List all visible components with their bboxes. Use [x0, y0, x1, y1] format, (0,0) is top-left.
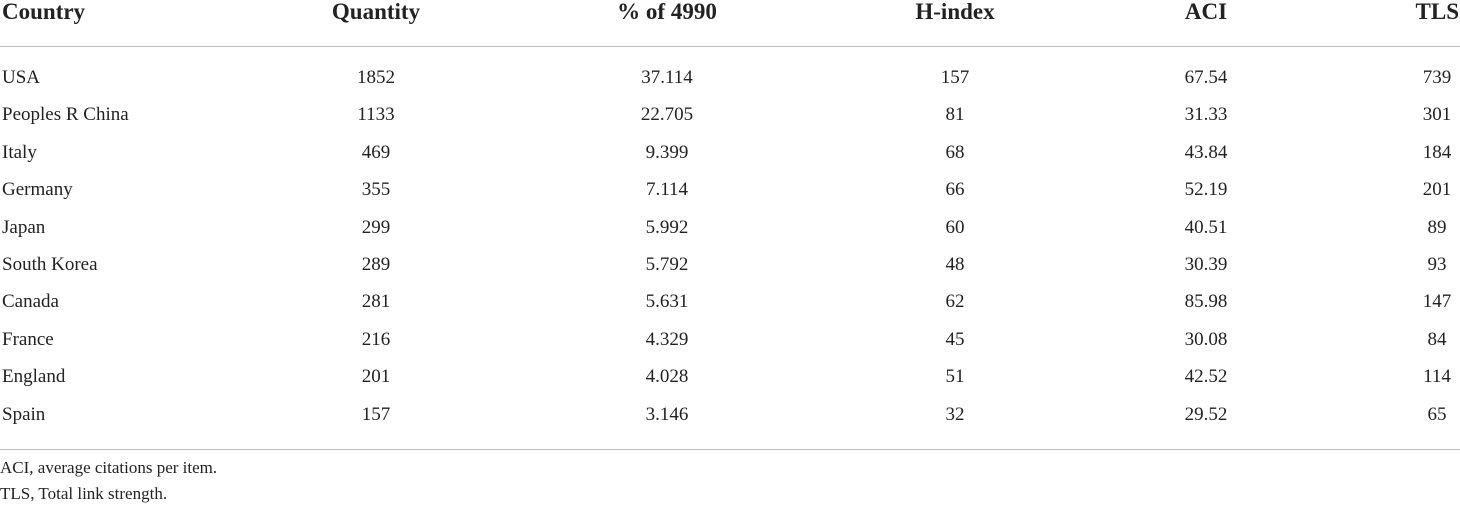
- value-cell: 281: [361, 291, 391, 313]
- country-cell: England: [2, 366, 66, 388]
- footnote: ACI, average citations per item.: [0, 458, 218, 477]
- value-cell: 5.992: [645, 216, 689, 238]
- value-cell: 355: [361, 179, 391, 201]
- value-cell: 65: [1427, 403, 1447, 425]
- country-cell: Italy: [2, 141, 37, 163]
- value-cell: 30.08: [1184, 328, 1228, 350]
- value-cell: 22.705: [640, 104, 694, 126]
- value-cell: 301: [1422, 104, 1452, 126]
- value-cell: 68: [945, 141, 965, 163]
- value-cell: 84: [1427, 328, 1447, 350]
- country-cell: Peoples R China: [2, 104, 129, 126]
- value-cell: 157: [940, 67, 970, 88]
- value-cell: 5.631: [645, 291, 689, 313]
- value-cell: 40.51: [1184, 216, 1228, 238]
- value-cell: 3.146: [645, 403, 689, 425]
- column-header: Country: [2, 0, 86, 24]
- value-cell: 85.98: [1184, 291, 1228, 313]
- value-cell: 184: [1422, 141, 1452, 163]
- value-cell: 67.54: [1184, 67, 1228, 88]
- value-cell: 9.399: [645, 141, 689, 163]
- value-cell: 4.329: [645, 328, 689, 350]
- value-cell: 42.52: [1184, 366, 1228, 388]
- value-cell: 51: [945, 366, 965, 388]
- value-cell: 37.114: [641, 67, 693, 88]
- column-header: H-index: [915, 0, 995, 24]
- country-cell: USA: [2, 67, 41, 88]
- value-cell: 89: [1427, 216, 1447, 238]
- country-cell: Canada: [2, 291, 59, 313]
- value-cell: 32: [945, 403, 965, 425]
- bottom-rule: [0, 449, 1460, 450]
- value-cell: 66: [945, 179, 965, 201]
- column-header: TLS: [1415, 0, 1459, 24]
- value-cell: 201: [1422, 179, 1452, 201]
- value-cell: 62: [945, 291, 965, 313]
- value-cell: 216: [361, 328, 391, 350]
- country-cell: Spain: [2, 403, 46, 425]
- value-cell: 45: [945, 328, 965, 350]
- value-cell: 31.33: [1184, 104, 1228, 126]
- value-cell: 1133: [357, 104, 395, 126]
- value-cell: 289: [361, 254, 391, 275]
- value-cell: 157: [361, 403, 391, 425]
- footnote: TLS, Total link strength.: [0, 484, 168, 503]
- value-cell: 60: [945, 216, 965, 238]
- value-cell: 30.39: [1184, 254, 1228, 275]
- country-cell: Japan: [2, 216, 46, 238]
- value-cell: 93: [1427, 254, 1447, 275]
- country-cell: Germany: [2, 179, 73, 201]
- value-cell: 201: [361, 366, 391, 388]
- value-cell: 52.19: [1184, 179, 1228, 201]
- column-header: % of 4990: [617, 0, 717, 24]
- column-header: ACI: [1184, 0, 1228, 24]
- value-cell: 469: [361, 141, 391, 163]
- country-cell: France: [2, 328, 54, 350]
- header-rule: [0, 46, 1460, 47]
- value-cell: 147: [1422, 291, 1452, 313]
- value-cell: 299: [361, 216, 391, 238]
- value-cell: 7.114: [645, 179, 689, 201]
- value-cell: 5.792: [645, 254, 689, 275]
- value-cell: 48: [945, 254, 965, 275]
- value-cell: 43.84: [1184, 141, 1228, 163]
- value-cell: 81: [945, 104, 965, 126]
- value-cell: 4.028: [645, 366, 689, 388]
- value-cell: 29.52: [1184, 403, 1228, 425]
- value-cell: 114: [1423, 366, 1451, 388]
- country-cell: South Korea: [2, 254, 98, 275]
- value-cell: 739: [1422, 67, 1452, 88]
- value-cell: 1852: [357, 67, 395, 88]
- column-header: Quantity: [331, 0, 421, 24]
